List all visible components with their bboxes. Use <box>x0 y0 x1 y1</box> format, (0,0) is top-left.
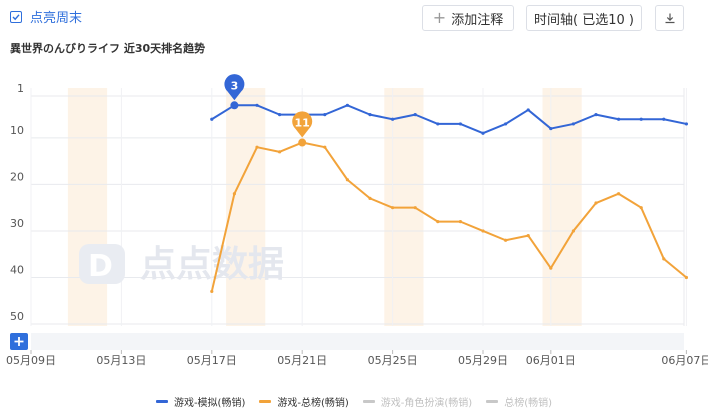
checkmark-icon <box>12 13 20 20</box>
highlight-point <box>298 138 307 147</box>
watermark-logo: D <box>79 244 125 284</box>
marker-pin <box>292 111 313 138</box>
legend-swatch <box>362 399 375 403</box>
data-point <box>323 145 327 149</box>
data-point <box>323 113 327 117</box>
data-point <box>549 126 553 131</box>
y-tick-label: 50 <box>10 310 24 323</box>
legend-item[interactable]: 游戏-模拟(畅销) <box>155 394 246 409</box>
data-point <box>639 117 643 121</box>
legend-item[interactable]: 游戏-总榜(畅销) <box>259 394 349 409</box>
weekend-band <box>226 88 266 326</box>
data-point <box>255 103 259 107</box>
legend-swatch <box>155 399 168 403</box>
watermark: 点点数据 <box>140 244 284 285</box>
download-button[interactable] <box>655 5 684 31</box>
series-line-0 <box>211 104 687 135</box>
data-point <box>278 113 282 117</box>
timeline-label: 时间轴( 已选10 ) <box>534 12 634 28</box>
legend-swatch <box>259 399 272 403</box>
legend-label: 游戏-总榜(畅销) <box>277 397 349 409</box>
data-point <box>210 289 214 294</box>
add-annotation-button[interactable]: + 添加注释 <box>422 5 514 31</box>
data-point <box>278 150 282 154</box>
data-point <box>504 238 508 242</box>
svg-text:D: D <box>88 249 113 284</box>
data-point <box>481 229 485 233</box>
series-line-1 <box>210 141 688 292</box>
chart-legend: 游戏-模拟(畅销) 游戏-总榜(畅销) 游戏-角色扮演(畅销) 总榜(畅销) <box>0 393 708 409</box>
data-point <box>210 117 214 121</box>
data-point <box>684 122 689 126</box>
legend-swatch <box>486 399 499 403</box>
highlight-point <box>230 101 239 110</box>
legend-item[interactable]: 总榜(畅销) <box>486 394 552 409</box>
data-point <box>436 122 440 126</box>
data-point <box>368 196 372 200</box>
x-tick-label: 05月21日 <box>277 354 327 367</box>
x-tick-label: 05月17日 <box>187 354 237 367</box>
data-point <box>684 275 689 280</box>
data-point <box>594 113 598 117</box>
toolbar: 点亮周末 + 添加注释 时间轴( 已选10 ) <box>0 0 708 38</box>
x-tick-label: 06月07日 <box>661 354 708 367</box>
data-point <box>504 122 508 126</box>
chart-title: 異世界のんびりライフ 近30天排名趋势 <box>10 42 206 55</box>
data-point <box>549 266 553 270</box>
marker-label: 11 <box>295 117 310 130</box>
marker-label: 3 <box>231 79 239 92</box>
download-icon <box>665 13 674 24</box>
data-point <box>458 122 462 126</box>
data-point <box>594 201 598 205</box>
x-tick-label: 05月13日 <box>96 354 146 367</box>
data-point <box>391 206 395 210</box>
timeline-track <box>31 333 684 350</box>
x-tick-label: 05月25日 <box>368 354 418 367</box>
y-tick-label: 1 <box>17 82 24 95</box>
weekend-highlight-toggle[interactable]: 点亮周末 <box>10 7 82 26</box>
legend-label: 游戏-角色扮演(畅销) <box>380 397 473 409</box>
x-tick-label: 05月29日 <box>458 354 508 367</box>
y-tick-label: 30 <box>10 217 24 230</box>
y-tick-label: 40 <box>10 263 24 276</box>
data-point <box>662 117 666 121</box>
data-point <box>662 257 666 261</box>
timeline-select-button[interactable]: 时间轴( 已选10 ) <box>526 5 642 31</box>
data-point <box>413 113 417 117</box>
data-point <box>436 220 440 224</box>
marker-pin <box>224 74 245 101</box>
weekend-checkbox[interactable] <box>10 10 22 23</box>
data-point <box>526 108 530 112</box>
plus-icon: + <box>432 8 447 27</box>
data-point <box>368 113 372 117</box>
data-point <box>571 229 576 233</box>
data-point <box>526 233 530 238</box>
data-point <box>345 103 349 107</box>
data-point <box>255 145 259 149</box>
data-point <box>617 192 621 196</box>
weekend-band <box>67 88 108 326</box>
weekend-highlight-label: 点亮周末 <box>30 11 83 26</box>
x-tick-label: 06月01日 <box>526 354 576 367</box>
legend-label: 游戏-模拟(畅销) <box>173 397 246 409</box>
data-point <box>458 220 462 224</box>
rank-trend-chart: 点点数据 D 1 10 20 30 40 50 3 11 05月09日 05月13日 05月17… <box>6 74 708 367</box>
data-point <box>617 117 621 121</box>
data-point <box>345 178 349 182</box>
data-point <box>639 206 643 210</box>
x-tick-label: 05月09日 <box>6 354 56 367</box>
legend-label: 总榜(畅销) <box>504 397 553 409</box>
data-point <box>232 192 236 196</box>
data-point <box>481 131 485 135</box>
data-point <box>571 122 576 126</box>
y-tick-label: 20 <box>10 170 24 183</box>
data-point <box>391 117 395 121</box>
y-tick-label: 10 <box>10 124 24 137</box>
add-annotation-label: 添加注释 <box>451 12 504 28</box>
data-point <box>413 206 417 210</box>
legend-item[interactable]: 游戏-角色扮演(畅销) <box>362 394 473 409</box>
plus-icon <box>14 337 24 346</box>
